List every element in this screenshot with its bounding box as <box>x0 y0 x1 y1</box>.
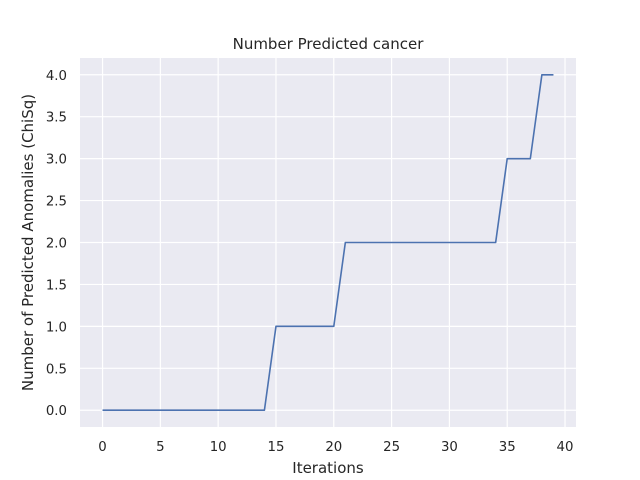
x-tick-label: 10 <box>210 440 227 455</box>
x-axis-label: Iterations <box>292 459 364 477</box>
series-line <box>102 73 554 412</box>
y-tick-label: 4.0 <box>46 69 67 84</box>
x-tick-label: 40 <box>557 440 574 455</box>
y-tick-label: 0.5 <box>46 362 67 377</box>
chart-title: Number Predicted cancer <box>233 35 425 53</box>
series-group <box>102 73 554 412</box>
y-tick-label: 1.0 <box>46 320 67 335</box>
x-tick-label: 35 <box>499 440 516 455</box>
x-tick-label: 30 <box>441 440 458 455</box>
y-tick-labels: 0.0 0.5 1.0 1.5 2.0 2.5 3.0 3.5 4.0 <box>46 69 67 419</box>
x-tick-label: 0 <box>98 440 106 455</box>
x-tick-label: 20 <box>325 440 342 455</box>
y-axis-label: Number of Predicted Anomalies (ChiSq) <box>19 94 37 391</box>
x-tick-labels: 0 5 10 15 20 25 30 35 40 <box>98 440 573 455</box>
y-gridlines <box>80 74 576 411</box>
x-tick-label: 5 <box>156 440 164 455</box>
y-tick-label: 0.0 <box>46 404 67 419</box>
y-tick-label: 1.5 <box>46 278 67 293</box>
x-tick-label: 25 <box>383 440 400 455</box>
y-tick-label: 3.0 <box>46 153 67 168</box>
y-tick-label: 3.5 <box>46 111 67 126</box>
y-tick-label: 2.0 <box>46 237 67 252</box>
y-tick-label: 2.5 <box>46 195 67 210</box>
x-tick-label: 15 <box>268 440 285 455</box>
